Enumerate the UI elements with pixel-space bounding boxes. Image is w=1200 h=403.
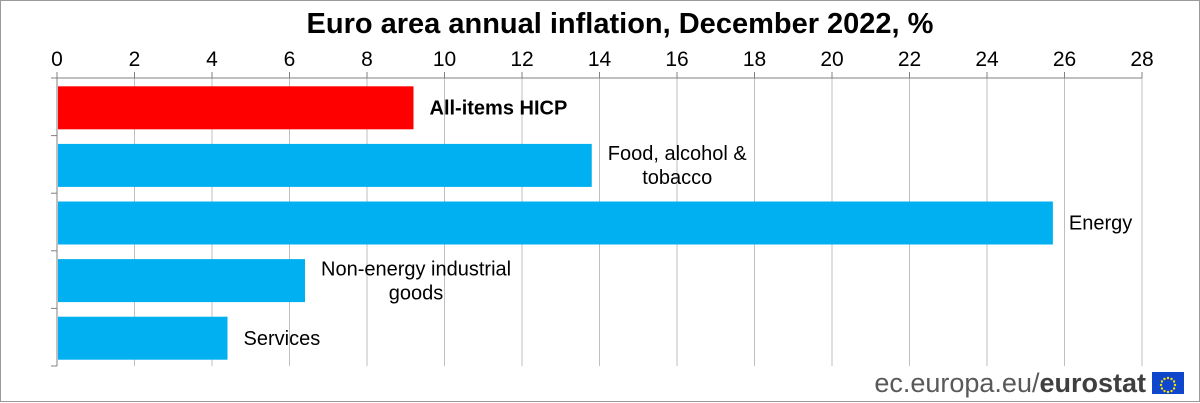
flag-star xyxy=(1160,380,1164,383)
bar xyxy=(58,143,592,187)
bar-labels: All-items HICP Food, alcohol &tobacco Ener… xyxy=(244,98,1133,350)
x-tick-label: 2 xyxy=(129,48,141,71)
flag-star xyxy=(1159,383,1163,387)
x-tick-label: 14 xyxy=(588,48,612,71)
x-tick-label: 18 xyxy=(743,48,766,71)
x-tick-label: 22 xyxy=(898,48,921,71)
x-tick-label: 28 xyxy=(1130,48,1153,71)
flag-star xyxy=(1166,376,1170,380)
footer-site: ec.europa.eu/ xyxy=(874,367,1040,398)
bar xyxy=(58,316,228,360)
flag-star xyxy=(1163,377,1166,381)
x-tick-label: 10 xyxy=(433,48,456,71)
x-tick-label: 26 xyxy=(1053,48,1076,71)
bar xyxy=(58,259,305,303)
flag-star xyxy=(1166,390,1170,394)
footer-brand: eurostat xyxy=(1039,367,1146,398)
bar-label: Non-energy industrial xyxy=(321,258,511,280)
flag-star xyxy=(1172,380,1176,383)
chart-title: Euro area annual inflation, December 202… xyxy=(306,8,934,40)
bar-label: goods xyxy=(389,282,444,304)
bar-label: Food, alcohol & xyxy=(608,143,748,165)
flag-star xyxy=(1160,387,1164,390)
x-tick-label: 20 xyxy=(820,48,843,71)
eu-flag-icon xyxy=(1152,372,1184,394)
flag-star xyxy=(1173,383,1177,387)
eurostat-footer: ec.europa.eu/eurostat xyxy=(874,367,1184,399)
bar-label: tobacco xyxy=(642,167,712,189)
x-tick-label: 12 xyxy=(510,48,533,71)
bars xyxy=(58,86,1053,360)
x-tick-label: 24 xyxy=(975,48,999,71)
flag-star xyxy=(1170,389,1173,393)
x-tick-label: 16 xyxy=(665,48,688,71)
flag-star xyxy=(1170,377,1173,381)
x-tick-label: 0 xyxy=(51,48,63,71)
bar xyxy=(58,201,1053,245)
bar-label: Services xyxy=(244,328,321,350)
flag-star xyxy=(1172,387,1176,390)
x-tick-label: 8 xyxy=(361,48,373,71)
bar-label: All-items HICP xyxy=(430,98,568,120)
bar xyxy=(58,86,414,130)
x-tick-label: 4 xyxy=(206,48,218,71)
x-tick-label: 6 xyxy=(284,48,296,71)
x-axis-ticks: 0 2 4 6 8 10 12 14 16 18 20 22 24 26 28 xyxy=(51,48,1154,367)
bar-label: Energy xyxy=(1069,213,1132,235)
flag-star xyxy=(1163,389,1166,393)
